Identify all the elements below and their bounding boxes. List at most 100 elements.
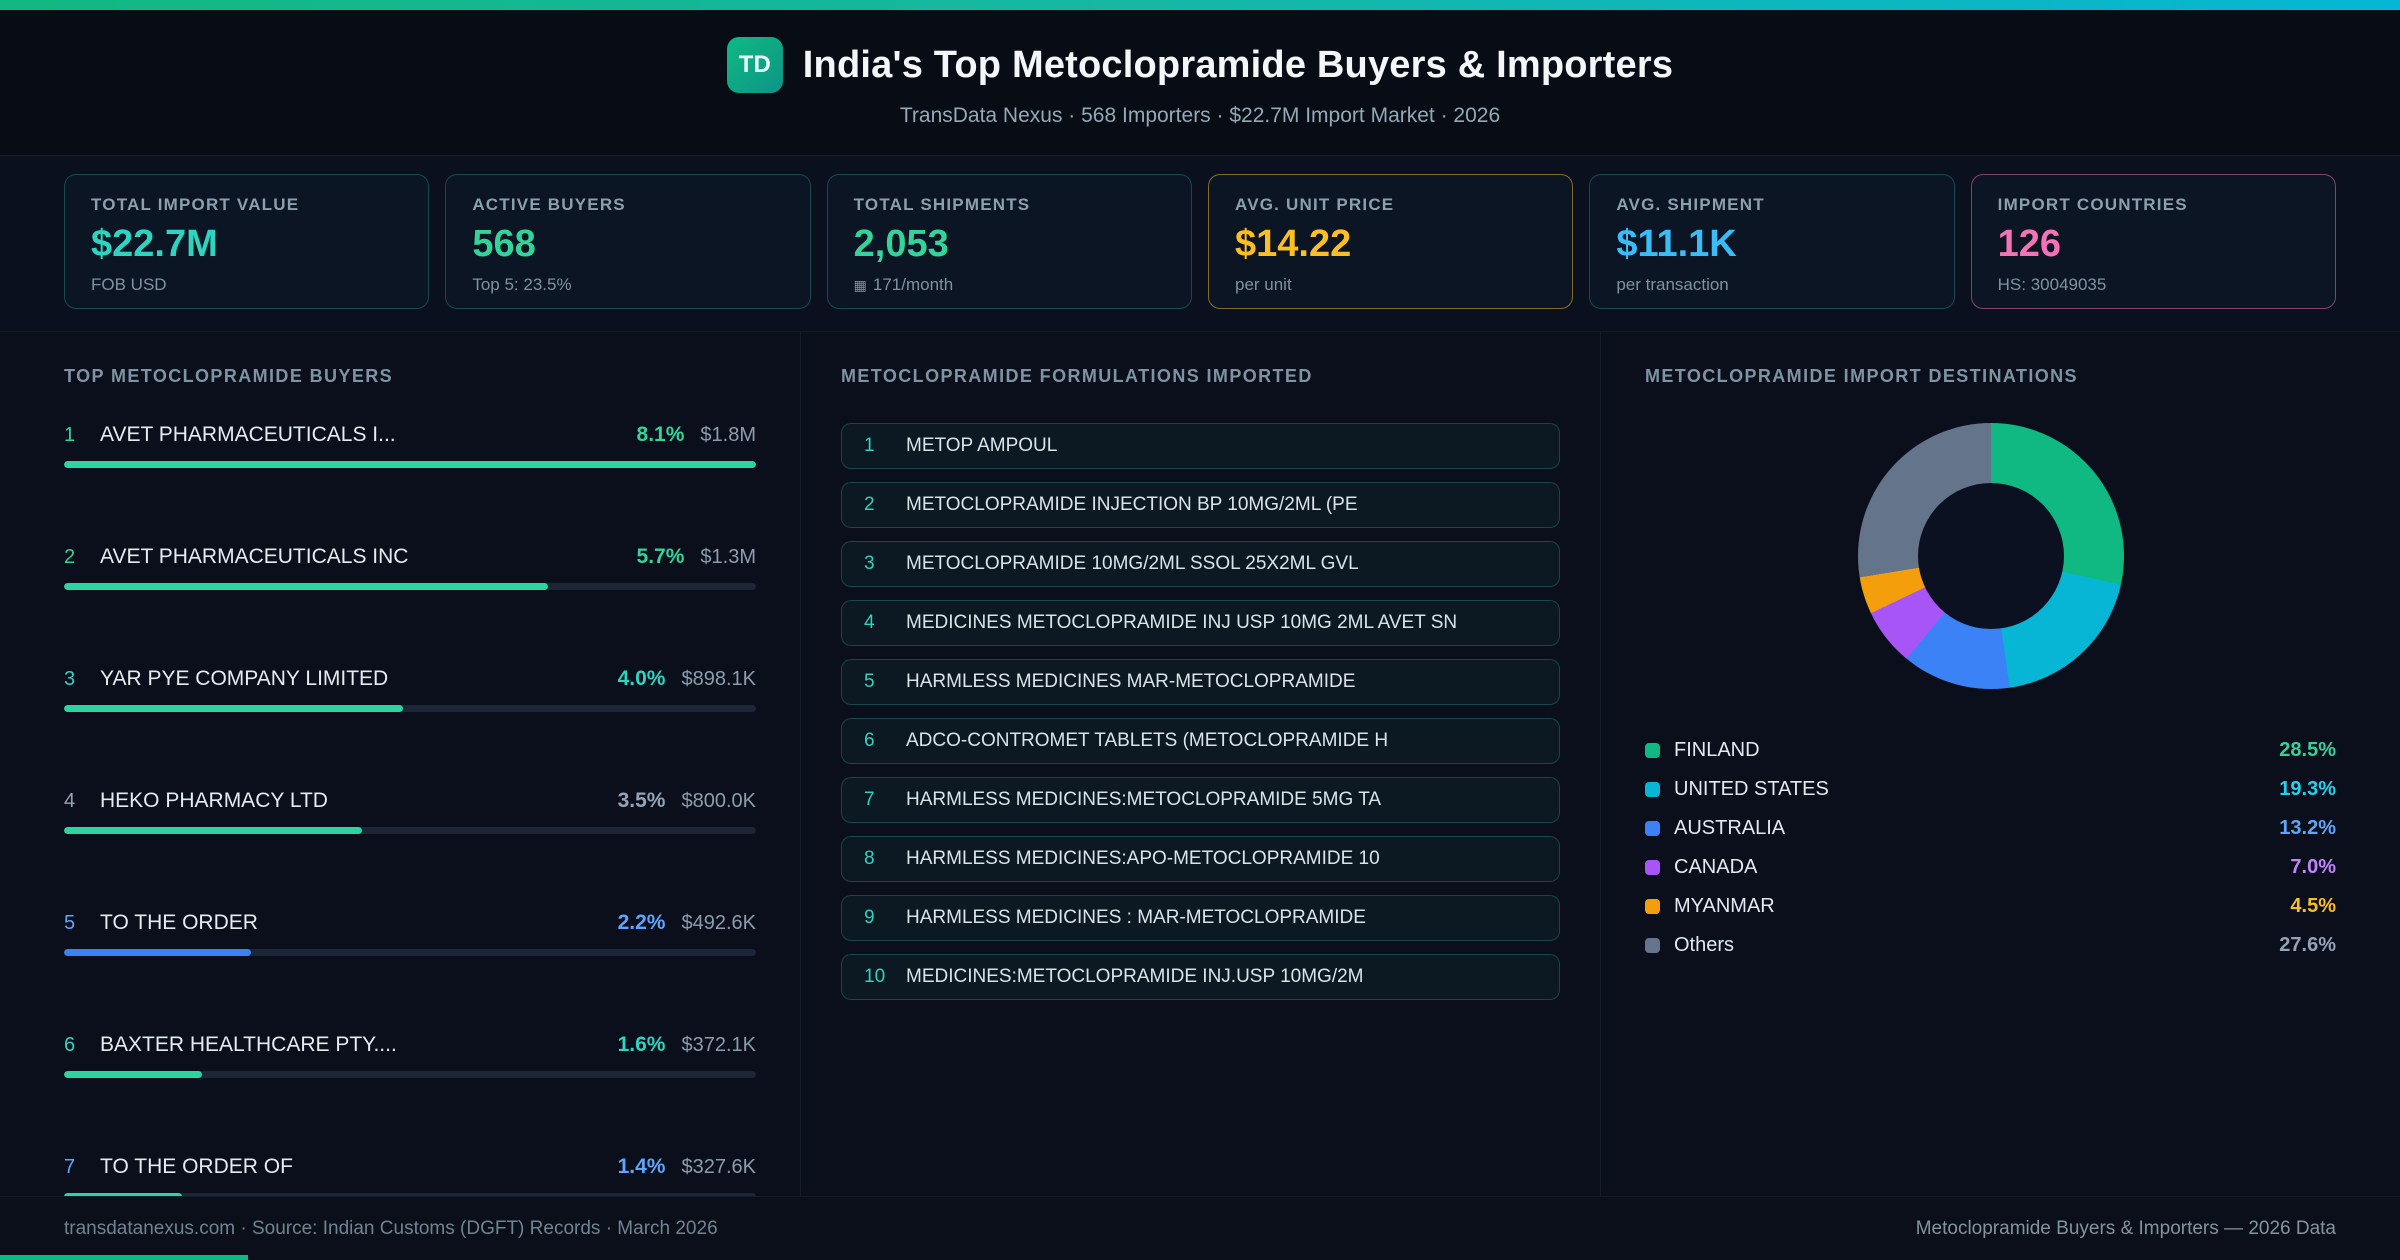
top-accent-bar — [0, 0, 2400, 10]
stat-sub-text: 171/month — [872, 275, 954, 294]
donut-wrap — [1645, 423, 2336, 689]
formulation-name: MEDICINES METOCLOPRAMIDE INJ USP 10MG 2M… — [906, 612, 1458, 633]
buyer-amount: $492.6K — [681, 912, 756, 934]
stat-value: $22.7M — [91, 223, 218, 265]
stat-sub: ▦ 171/month — [854, 275, 1165, 295]
buyer-bar-track — [64, 705, 756, 712]
legend-country: Others — [1674, 934, 1735, 956]
buyer-amount: $372.1K — [681, 1034, 756, 1056]
buyer-share-pct: 2.2% — [617, 911, 666, 934]
formulation-name: METOP AMPOUL — [906, 435, 1058, 456]
formulation-chip[interactable]: 2 METOCLOPRAMIDE INJECTION BP 10MG/2ML (… — [841, 482, 1560, 528]
stat-label: TOTAL IMPORT VALUE — [91, 195, 300, 214]
stat-sub-text: Top 5: 23.5% — [472, 275, 572, 294]
main-content: TOP METOCLOPRAMIDE BUYERS 1 AVET PHARMAC… — [0, 332, 2400, 1196]
formulation-chip[interactable]: 9 HARMLESS MEDICINES : MAR-METOCLOPRAMID… — [841, 895, 1560, 941]
buyer-name: AVET PHARMACEUTICALS I... — [100, 423, 396, 446]
formulation-name: ADCO-CONTROMET TABLETS (METOCLOPRAMIDE H — [906, 730, 1389, 751]
buyer-bar-fill — [64, 1071, 203, 1078]
legend-item[interactable]: Others 27.6% — [1645, 926, 2336, 965]
buyer-row[interactable]: 5 TO THE ORDER 2.2% $492.6K — [64, 911, 756, 956]
stat-label: AVG. UNIT PRICE — [1234, 195, 1395, 214]
footer-note: Metoclopramide Buyers & Importers — 2026… — [1915, 1217, 2336, 1239]
buyer-bar-fill — [64, 949, 251, 956]
stats-row: TOTAL IMPORT VALUE $22.7M FOB USD ACTIVE… — [0, 156, 2400, 332]
title-row: TD India's Top Metoclopramide Buyers & I… — [0, 37, 2400, 93]
buyer-bar-fill — [64, 461, 756, 468]
buyer-amount: $327.6K — [681, 1156, 756, 1178]
formulation-name: HARMLESS MEDICINES:APO-METOCLOPRAMIDE 10 — [906, 848, 1380, 869]
stat-label: IMPORT COUNTRIES — [1997, 195, 2188, 214]
buyer-bar-track — [64, 827, 756, 834]
stat-sub-text: per transaction — [1616, 275, 1729, 294]
buyer-row[interactable]: 4 HEKO PHARMACY LTD 3.5% $800.0K — [64, 789, 756, 834]
buyer-name: TO THE ORDER — [100, 911, 258, 934]
formulation-chip[interactable]: 1 METOP AMPOUL — [841, 423, 1560, 469]
legend-swatch — [1645, 938, 1660, 953]
buyer-row[interactable]: 1 AVET PHARMACEUTICALS I... 8.1% $1.8M — [64, 423, 756, 468]
formulation-chip[interactable]: 3 METOCLOPRAMIDE 10MG/2ML SSOL 25X2ML GV… — [841, 541, 1560, 587]
donut-chart — [1857, 423, 2124, 689]
formulation-number: 10 — [864, 966, 886, 987]
buyer-row[interactable]: 2 AVET PHARMACEUTICALS INC 5.7% $1.3M — [64, 545, 756, 590]
formulation-number: 5 — [864, 671, 875, 692]
buyer-bar-track — [64, 1193, 756, 1196]
legend-pct: 28.5% — [2279, 739, 2336, 761]
buyer-text-row: 5 TO THE ORDER 2.2% $492.6K — [64, 911, 756, 935]
legend-item[interactable]: MYANMAR 4.5% — [1645, 887, 2336, 926]
logo-badge: TD — [726, 37, 783, 93]
legend-swatch — [1645, 782, 1660, 797]
legend-item[interactable]: AUSTRALIA 13.2% — [1645, 809, 2336, 848]
formulation-name: HARMLESS MEDICINES MAR-METOCLOPRAMIDE — [906, 671, 1356, 692]
donut-hole — [1917, 483, 2064, 629]
buyer-amount: $1.3M — [700, 546, 756, 568]
buyers-list: 1 AVET PHARMACEUTICALS I... 8.1% $1.8M 2 — [64, 423, 756, 1196]
buyer-share-pct: 5.7% — [636, 545, 685, 568]
formulation-chip[interactable]: 5 HARMLESS MEDICINES MAR-METOCLOPRAMIDE — [841, 659, 1560, 705]
buyer-bar-track — [64, 461, 756, 468]
buyer-bar-track — [64, 949, 756, 956]
buyer-amount: $1.8M — [700, 424, 756, 446]
buyer-row[interactable]: 6 BAXTER HEALTHCARE PTY.... 1.6% $372.1K — [64, 1033, 756, 1078]
formulation-chip[interactable]: 7 HARMLESS MEDICINES:METOCLOPRAMIDE 5MG … — [841, 777, 1560, 823]
formulation-chip[interactable]: 8 HARMLESS MEDICINES:APO-METOCLOPRAMIDE … — [841, 836, 1560, 882]
buyer-name: YAR PYE COMPANY LIMITED — [100, 667, 389, 690]
buyer-bar-fill — [64, 1193, 182, 1196]
stat-value: 2,053 — [853, 223, 949, 265]
formulation-name: HARMLESS MEDICINES : MAR-METOCLOPRAMIDE — [906, 907, 1366, 928]
legend-swatch — [1645, 860, 1660, 875]
buyer-row[interactable]: 3 YAR PYE COMPANY LIMITED 4.0% $898.1K — [64, 667, 756, 712]
legend-item[interactable]: FINLAND 28.5% — [1645, 731, 2336, 770]
stat-sub: Top 5: 23.5% — [472, 275, 783, 295]
buyer-bar-fill — [64, 827, 362, 834]
buyer-row[interactable]: 7 TO THE ORDER OF 1.4% $327.6K — [64, 1155, 756, 1196]
buyer-rank: 3 — [64, 668, 76, 690]
buyer-text-row: 1 AVET PHARMACEUTICALS I... 8.1% $1.8M — [64, 423, 756, 447]
formulation-chip[interactable]: 10 MEDICINES:METOCLOPRAMIDE INJ.USP 10MG… — [841, 954, 1560, 1000]
formulation-chip[interactable]: 4 MEDICINES METOCLOPRAMIDE INJ USP 10MG … — [841, 600, 1560, 646]
formulation-chip[interactable]: 6 ADCO-CONTROMET TABLETS (METOCLOPRAMIDE… — [841, 718, 1560, 764]
legend-swatch — [1645, 899, 1660, 914]
legend-item[interactable]: UNITED STATES 19.3% — [1645, 770, 2336, 809]
legend-country: AUSTRALIA — [1674, 817, 1786, 839]
buyer-text-row: 2 AVET PHARMACEUTICALS INC 5.7% $1.3M — [64, 545, 756, 569]
formulations-section-title: METOCLOPRAMIDE FORMULATIONS IMPORTED — [841, 366, 1313, 386]
legend-pct: 7.0% — [2290, 856, 2336, 878]
buyer-name: HEKO PHARMACY LTD — [100, 789, 328, 812]
legend-pct: 13.2% — [2279, 817, 2336, 839]
buyer-name: AVET PHARMACEUTICALS INC — [100, 545, 409, 568]
destinations-section-title: METOCLOPRAMIDE IMPORT DESTINATIONS — [1645, 366, 2078, 386]
buyer-rank: 4 — [64, 790, 76, 812]
formulation-name: METOCLOPRAMIDE INJECTION BP 10MG/2ML (PE — [906, 494, 1358, 515]
calendar-icon: ▦ — [853, 276, 867, 293]
destinations-section: METOCLOPRAMIDE IMPORT DESTINATIONS FINLA… — [1600, 332, 2400, 1196]
formulation-name: HARMLESS MEDICINES:METOCLOPRAMIDE 5MG TA — [906, 789, 1382, 810]
buyer-text-row: 3 YAR PYE COMPANY LIMITED 4.0% $898.1K — [64, 667, 756, 691]
legend-country: MYANMAR — [1674, 895, 1775, 917]
stat-card: TOTAL IMPORT VALUE $22.7M FOB USD — [64, 174, 430, 309]
legend-country: CANADA — [1674, 856, 1758, 878]
formulation-number: 7 — [864, 789, 875, 810]
stat-value: 568 — [472, 223, 536, 265]
legend-item[interactable]: CANADA 7.0% — [1645, 848, 2336, 887]
stat-label: AVG. SHIPMENT — [1616, 195, 1765, 214]
